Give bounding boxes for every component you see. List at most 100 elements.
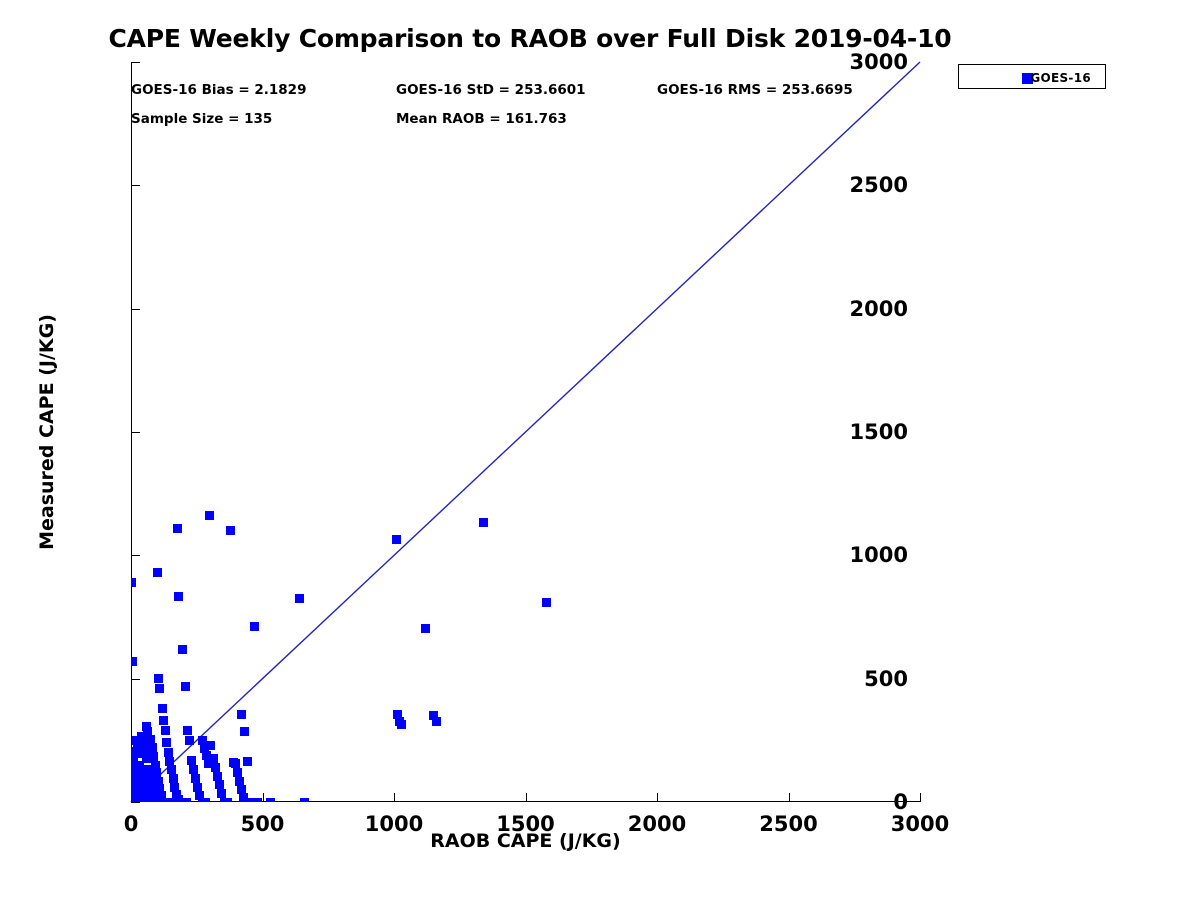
x-tick-1000 [394,793,395,802]
scatter-point [155,684,165,694]
scatter-point [216,788,226,798]
y-axis-label: Measured CAPE (J/KG) [36,314,58,550]
scatter-point [431,717,441,727]
scatter-point [241,797,251,802]
scatter-point [147,743,157,753]
scatter-point [131,746,137,756]
scatter-point [201,750,211,760]
scatter-point [428,711,438,721]
scatter-point [139,782,149,792]
scatter-point [150,760,160,770]
x-tick-label-1500: 1500 [496,812,555,836]
stat-std: GOES-16 StD = 253.6601 [396,82,586,98]
x-tick-500 [262,793,264,802]
scatter-point [132,735,142,745]
scatter-point [397,719,407,729]
scatter-point [300,797,310,802]
scatter-point [144,771,154,781]
scatter-point [151,796,161,802]
scatter-point [131,754,139,764]
y-tick-label-2000: 2000 [849,296,908,321]
scatter-point [141,754,151,764]
x-tick-label-0: 0 [123,812,139,836]
legend-label-goes16: GOES-16 [1030,71,1091,85]
chart-legend: GOES-16 [958,64,1106,89]
scatter-point [236,785,246,795]
scatter-point [189,765,199,775]
scatter-point [246,797,256,802]
stat-rms: GOES-16 RMS = 253.6695 [657,82,853,98]
scatter-point [203,759,213,769]
scatter-point [140,745,150,755]
scatter-point [157,791,166,801]
scatter-point [141,722,151,732]
scatter-point [138,775,148,785]
scatter-point [184,735,194,745]
scatter-point [141,788,151,798]
scatter-point [148,787,158,797]
scatter-point [240,727,250,737]
x-tick-2500 [788,793,790,802]
one-to-one-reference-line [131,62,920,802]
y-tick-2000 [131,308,140,310]
scatter-point [170,782,180,792]
x-tick-2000 [657,793,658,802]
scatter-point [134,749,144,759]
y-tick-1000 [131,555,140,557]
scatter-point [232,767,242,777]
scatter-point [542,597,552,607]
y-tick-label-2500: 2500 [849,173,908,198]
x-tick-1500 [525,793,527,802]
scatter-point [138,738,148,748]
scatter-point [182,725,192,735]
x-tick-label-2500: 2500 [759,812,818,836]
scatter-point [239,792,249,802]
scatter-point [167,765,176,775]
scatter-point [143,727,153,737]
x-tick-label-3000: 3000 [890,812,950,836]
scatter-point [214,780,224,790]
scatter-point [134,792,144,802]
scatter-point [131,762,140,772]
scatter-point [152,568,162,578]
y-tick-label-1000: 1000 [849,543,908,568]
scatter-point [165,797,175,802]
scatter-point [136,769,146,779]
scatter-point [210,762,220,772]
scatter-point [171,790,181,800]
scatter-point [135,760,145,770]
scatter-point [186,755,196,765]
scatter-point [205,511,215,521]
scatter-point [199,744,209,754]
y-tick-label-0: 0 [893,790,908,814]
scatter-point [191,774,201,784]
scatter-point [178,644,188,654]
legend-marker-goes16 [1022,73,1033,84]
scatter-point [236,709,246,719]
y-tick-500 [131,678,140,680]
scatter-point [193,782,203,792]
x-tick-label-500: 500 [240,812,285,836]
scatter-point [197,735,207,745]
x-tick-label-1000: 1000 [364,812,424,836]
scatter-point [195,791,205,801]
scatter-point [157,703,167,713]
scatter-point [421,623,431,633]
x-tick-3000 [920,793,921,802]
scatter-point [146,780,156,790]
scatter-point [160,725,170,735]
scatter-point [149,751,159,761]
scatter-point [137,732,147,742]
scatter-point [132,779,142,788]
scatter-point [133,786,143,796]
scatter-point [172,523,182,533]
scatter-point [145,734,155,744]
scatter-point [153,776,163,786]
scatter-point [173,591,183,601]
y-tick-label-1500: 1500 [849,420,908,444]
scatter-point [206,740,216,750]
scatter-point [155,783,165,793]
stat-mean: Mean RAOB = 161.763 [396,111,567,127]
x-axis-label: RAOB CAPE (J/KG) [430,830,621,852]
